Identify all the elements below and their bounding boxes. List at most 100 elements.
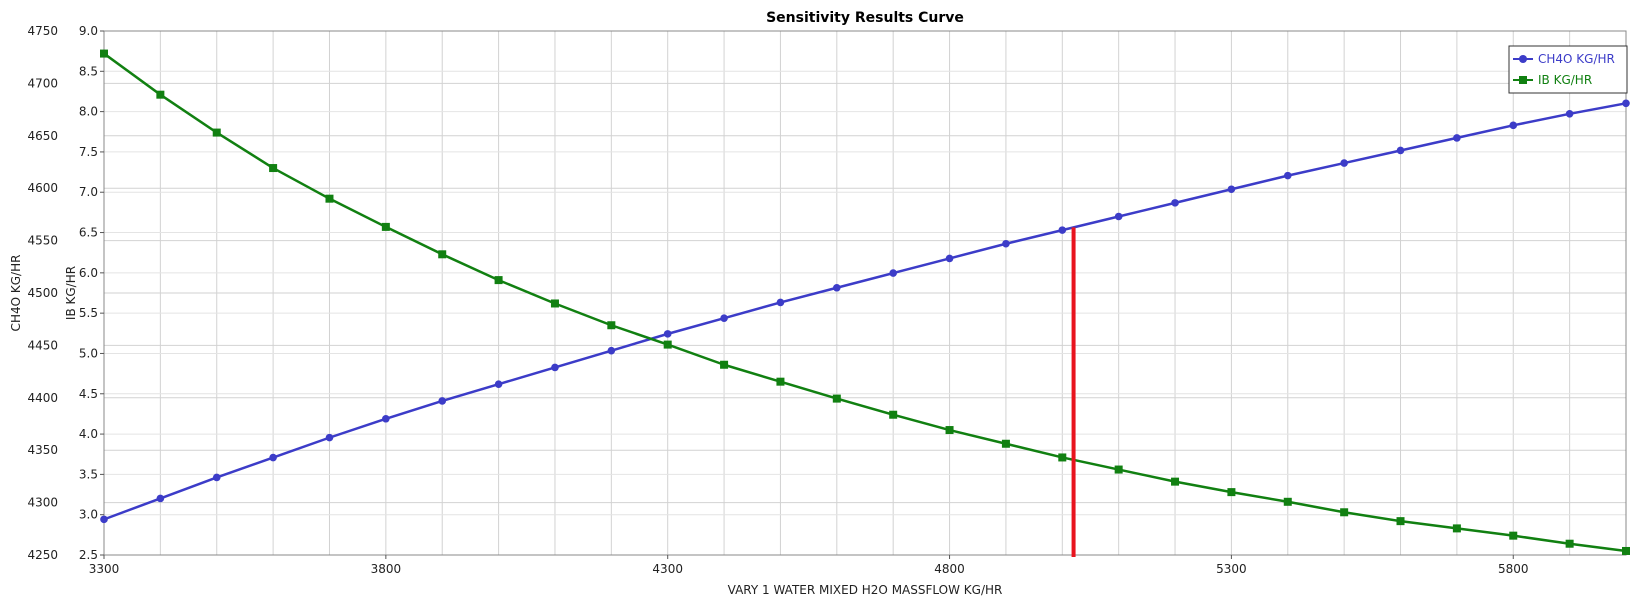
data-point-ch4o [776,298,785,307]
y-right-tick-label: 9.0 [79,24,98,38]
data-point-ib [1001,439,1010,448]
y-right-tick-label: 5.0 [79,346,98,360]
data-point-ib [381,222,390,231]
y-axis-left-label: CH4O KG/HR [9,255,23,332]
y-right-tick-label: 8.5 [79,64,98,78]
y-left-tick-label: 4250 [27,548,58,562]
chart-title: Sensitivity Results Curve [766,10,964,26]
data-point-ch4o [1171,199,1179,207]
data-point-ib [1283,497,1292,506]
y-right-tick-label: 7.5 [79,145,98,159]
data-point-ch4o [1453,134,1461,142]
data-point-ib [1452,524,1461,533]
y-left-tick-label: 4300 [27,496,58,510]
data-point-ib [438,250,447,259]
data-point-ch4o [663,330,672,338]
x-tick-label: 4800 [934,562,965,576]
data-point-ib [1058,453,1067,462]
data-point-ib [776,377,785,386]
data-point-ib [720,360,729,369]
legend-box [1508,45,1628,94]
x-tick-label: 3300 [89,562,120,576]
data-point-ch4o [945,254,954,263]
data-point-ib [269,164,278,173]
data-point-ch4o [494,380,503,388]
y-left-tick-label: 4500 [27,286,58,300]
y-left-tick-label: 4700 [27,76,58,90]
y-right-tick-label: 4.0 [79,427,98,441]
y-right-tick-label: 6.5 [79,226,98,240]
data-point-ch4o [551,363,559,372]
data-point-ch4o [889,269,897,277]
legend-label-ch4o: CH4O KG/HR [1538,52,1615,66]
y-left-tick-label: 4650 [27,129,58,143]
data-point-ch4o [1002,239,1010,248]
data-point-ib [325,194,334,203]
data-point-ch4o [1622,99,1630,108]
data-point-ch4o [325,433,334,442]
data-point-ib [1114,465,1123,474]
series-line-ch4o [103,102,1627,521]
data-point-ib [156,90,165,99]
data-point-ch4o [833,283,841,292]
y-right-tick-label: 5.5 [79,306,98,320]
data-point-ib [607,321,616,330]
data-point-ch4o [1114,212,1123,221]
y-left-tick-label: 4450 [27,338,58,352]
data-point-ib [1509,531,1518,540]
data-point-ch4o [156,494,165,503]
y-right-tick-label: 3.0 [79,508,98,522]
legend: CH4O KG/HR IB KG/HR [1508,45,1628,94]
legend-label-ib: IB KG/HR [1538,73,1592,87]
data-point-ib [494,276,503,285]
data-point-ib [889,410,898,419]
y-left-tick-label: 4400 [27,391,58,405]
y-right-tick-label: 8.0 [79,105,98,119]
y-axis-right-label: IB KG/HR [64,266,78,320]
data-point-ch4o [1340,159,1348,167]
data-point-ib [1565,539,1574,548]
y-right-tick-label: 7.0 [79,185,98,199]
data-point-ch4o [382,414,390,423]
data-point-ib [1396,517,1405,526]
ticks-layer: 3300 3800 4300 4800 5300 5800 4250 4300 4350 4400… [27,24,1528,576]
data-point-ib [100,49,108,58]
data-point-ch4o [212,473,221,482]
series-line-ib [103,52,1627,553]
x-axis-label: VARY 1 WATER MIXED H2O MASSFLOW KG/HR [728,583,1003,597]
data-point-ch4o [720,314,728,322]
data-point-ib [550,299,559,308]
y-left-tick-label: 4350 [27,443,58,457]
y-right-tick-label: 4.5 [79,387,98,401]
x-tick-label: 3800 [371,562,402,576]
data-point-ib [663,340,672,349]
data-point-ib [1171,477,1180,486]
y-right-tick-label: 2.5 [79,548,98,562]
y-left-tick-label: 4600 [27,181,58,195]
data-point-ch4o [1565,109,1574,118]
data-point-ib [832,394,841,403]
y-right-tick-label: 3.5 [79,467,98,481]
data-point-ib [1227,488,1236,497]
data-point-ch4o [1396,146,1405,155]
plot-frame [103,30,1627,556]
series-layer [100,49,1630,557]
x-tick-label: 4300 [652,562,683,576]
data-point-ch4o [607,346,616,355]
legend-marker-ib [1519,76,1527,84]
data-point-ch4o [100,515,108,524]
data-point-ch4o [1283,171,1292,180]
y-left-tick-label: 4550 [27,234,58,248]
y-left-tick-label: 4750 [27,24,58,38]
data-point-ch4o [1058,226,1067,234]
x-tick-label: 5300 [1216,562,1247,576]
data-point-ib [212,128,221,137]
data-point-ch4o [1227,185,1236,194]
data-point-ib [1340,508,1349,517]
data-point-ch4o [1509,121,1518,130]
data-point-ch4o [269,453,277,462]
data-point-ib [945,426,954,435]
y-right-tick-label: 6.0 [79,266,98,280]
